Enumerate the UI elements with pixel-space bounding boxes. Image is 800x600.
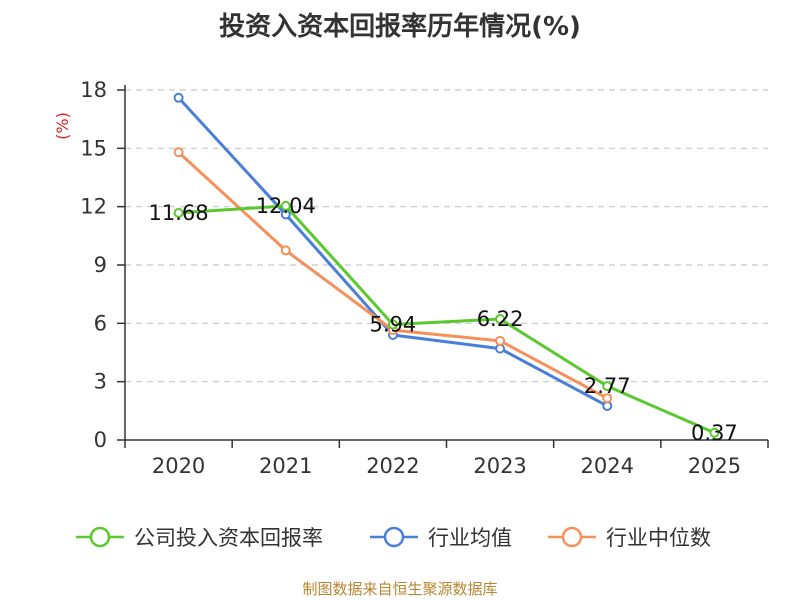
data-point-s0-2024 [602, 381, 613, 392]
x-tick-label-2025: 2025 [688, 454, 741, 478]
data-label-2023: 6.22 [477, 307, 524, 331]
source-note: 制图数据来自恒生聚源数据库 [302, 580, 498, 598]
data-label-2022: 5.94 [370, 313, 417, 337]
x-tick-label-2024: 2024 [581, 454, 634, 478]
legend-label-1: 行业均值 [428, 526, 512, 550]
series-line-0 [178, 204, 716, 435]
data-point-s0-2023 [495, 314, 506, 325]
data-label-2021: 12.04 [256, 194, 316, 218]
x-tick-label-2022: 2022 [366, 454, 419, 478]
y-tick-label-12: 12 [80, 195, 107, 219]
series-line-1 [177, 96, 608, 408]
y-tick-label-6: 6 [94, 311, 107, 335]
data-point-s0-2020 [173, 207, 184, 218]
y-tick-label-15: 15 [80, 136, 107, 160]
y-tick-label-18: 18 [80, 78, 107, 102]
data-label-2025: 0.37 [691, 421, 738, 445]
legend-label-2: 行业中位数 [606, 526, 711, 550]
y-tick-label-0: 0 [94, 428, 107, 452]
legend: 公司投入资本回报率 行业均值 行业中位数 [76, 526, 711, 550]
data-point-s2-2024 [602, 393, 613, 404]
grid-lines [125, 89, 768, 383]
series [173, 92, 720, 438]
data-point-s2-2021 [280, 245, 291, 256]
legend-label-0: 公司投入资本回报率 [134, 526, 323, 550]
legend-marker-2 [561, 526, 583, 548]
chart-title: 投资入资本回报率历年情况(%) [219, 12, 581, 42]
legend-marker-0 [89, 526, 111, 548]
data-point-s0-2025 [709, 427, 720, 438]
x-tick-label-2020: 2020 [152, 454, 205, 478]
x-tick-label-2021: 2021 [259, 454, 312, 478]
series-line-2 [177, 151, 608, 400]
x-tick-label-2023: 2023 [473, 454, 526, 478]
data-point-s0-2021 [280, 200, 291, 211]
axes: 0 3 6 9 12 15 18 2020 2021 2022 2023 2024 2025 [80, 78, 769, 478]
data-label-2020: 11.68 [149, 201, 209, 225]
data-labels: 11.68 12.04 5.94 6.22 2.77 0.37 [149, 194, 738, 445]
legend-marker-1 [383, 526, 405, 548]
data-label-2024: 2.77 [584, 374, 631, 398]
y-axis-label: (%) [53, 112, 72, 140]
data-point-s0-2022 [387, 319, 398, 330]
y-tick-label-9: 9 [94, 253, 107, 277]
data-point-s2-2023 [495, 335, 506, 346]
y-tick-label-3: 3 [94, 370, 107, 394]
data-point-s2-2020 [173, 147, 184, 158]
data-point-s1-2020 [173, 92, 184, 103]
